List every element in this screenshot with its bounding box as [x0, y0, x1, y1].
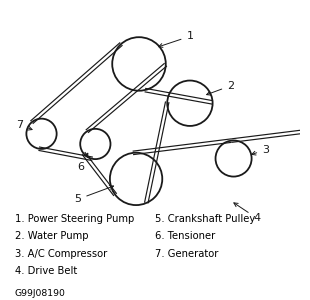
Text: 1: 1	[159, 31, 193, 47]
Text: 7. Generator: 7. Generator	[155, 249, 218, 259]
Text: 2. Water Pump: 2. Water Pump	[15, 231, 88, 241]
Text: 7: 7	[16, 120, 32, 130]
Text: 3: 3	[252, 145, 269, 155]
Text: 5. Crankshaft Pulley: 5. Crankshaft Pulley	[155, 214, 255, 224]
Text: 2: 2	[207, 81, 234, 95]
Text: G99J08190: G99J08190	[15, 289, 66, 298]
Text: 5: 5	[74, 186, 113, 204]
Text: 4: 4	[234, 203, 260, 223]
Text: 6: 6	[77, 153, 88, 172]
Text: 4. Drive Belt: 4. Drive Belt	[15, 266, 77, 276]
Text: 3. A/C Compressor: 3. A/C Compressor	[15, 249, 107, 259]
Text: 6. Tensioner: 6. Tensioner	[155, 231, 215, 241]
Text: 1. Power Steering Pump: 1. Power Steering Pump	[15, 214, 134, 224]
